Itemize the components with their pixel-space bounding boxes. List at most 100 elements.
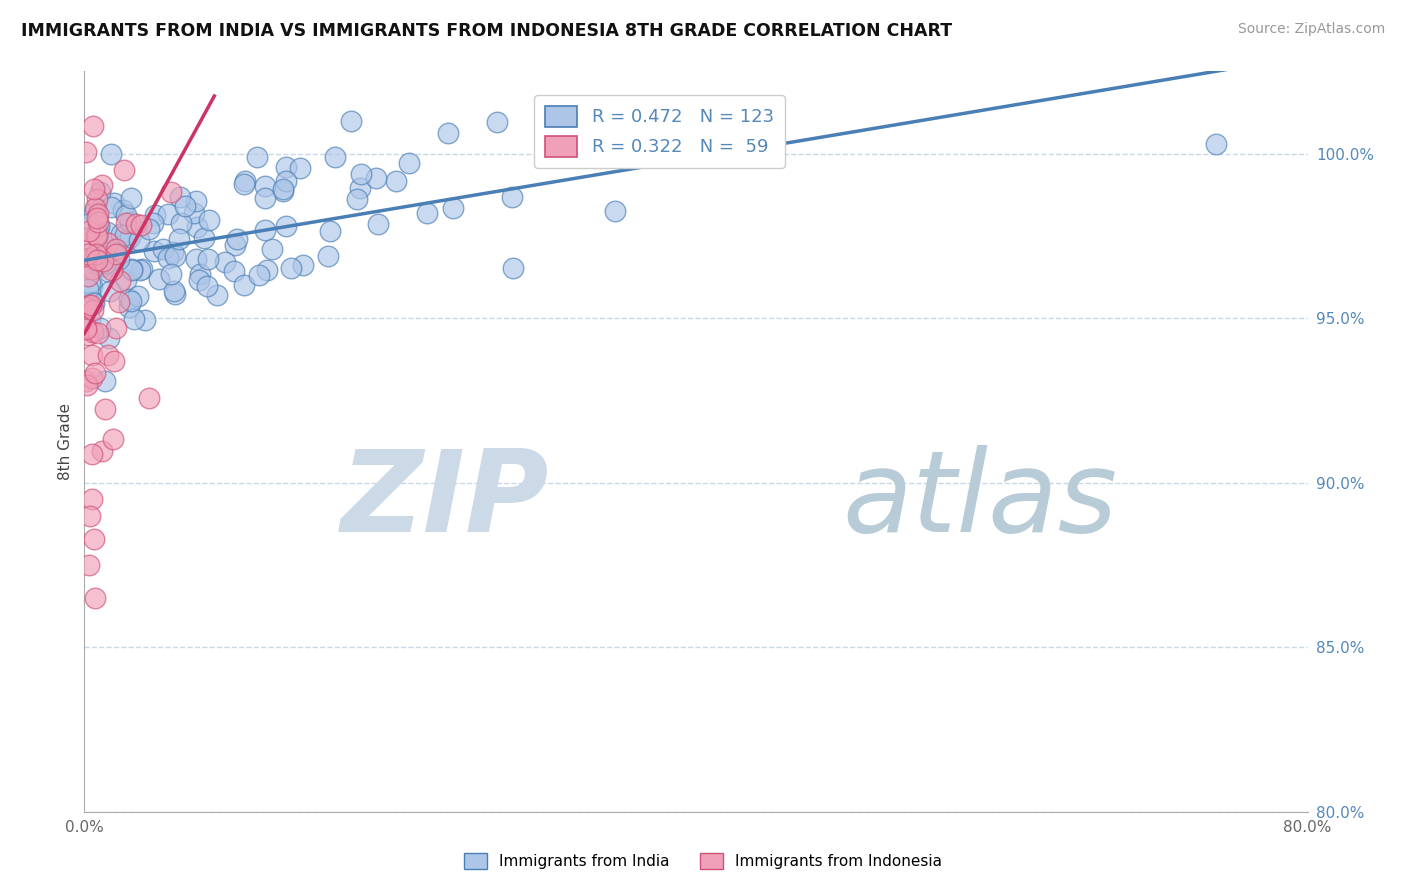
Point — [76, 327, 98, 342]
Point — [75, 231, 97, 245]
Point — [104, 242, 127, 256]
Point — [103, 195, 125, 210]
Point — [271, 184, 294, 198]
Point — [207, 288, 229, 302]
Point — [187, 272, 209, 286]
Point — [79, 311, 101, 326]
Point — [75, 322, 97, 336]
Point — [96, 225, 118, 239]
Point — [79, 508, 101, 523]
Point — [86, 228, 108, 243]
Text: IMMIGRANTS FROM INDIA VS IMMIGRANTS FROM INDONESIA 8TH GRADE CORRELATION CHART: IMMIGRANTS FROM INDIA VS IMMIGRANTS FROM… — [21, 22, 952, 40]
Point — [276, 174, 298, 188]
Point — [129, 262, 152, 277]
Point — [138, 222, 160, 236]
Point — [603, 204, 626, 219]
Point — [188, 267, 211, 281]
Point — [94, 256, 117, 270]
Point — [156, 207, 179, 221]
Point — [346, 192, 368, 206]
Point — [77, 558, 100, 572]
Point — [142, 216, 165, 230]
Point — [226, 232, 249, 246]
Point — [120, 293, 142, 308]
Point — [108, 294, 131, 309]
Point — [256, 263, 278, 277]
Point — [118, 230, 141, 244]
Point — [193, 231, 215, 245]
Point — [233, 278, 256, 293]
Point — [160, 186, 183, 200]
Point — [87, 227, 110, 241]
Point — [80, 298, 103, 312]
Point — [77, 298, 100, 312]
Point — [75, 374, 97, 388]
Point — [112, 202, 135, 217]
Point — [184, 194, 207, 208]
Point — [1205, 136, 1227, 151]
Point — [91, 259, 114, 273]
Point — [118, 301, 141, 315]
Point — [262, 242, 284, 256]
Point — [91, 178, 114, 192]
Point — [80, 492, 103, 507]
Legend: R = 0.472   N = 123, R = 0.322   N =  59: R = 0.472 N = 123, R = 0.322 N = 59 — [534, 95, 785, 168]
Point — [103, 353, 125, 368]
Point — [115, 208, 138, 222]
Y-axis label: 8th Grade: 8th Grade — [58, 403, 73, 480]
Point — [77, 217, 100, 231]
Point — [105, 246, 128, 260]
Point — [86, 211, 108, 225]
Point — [115, 233, 138, 247]
Point — [274, 219, 297, 234]
Point — [247, 268, 270, 282]
Point — [441, 201, 464, 215]
Point — [97, 236, 120, 251]
Point — [79, 276, 101, 290]
Point — [82, 325, 104, 339]
Point — [93, 402, 115, 417]
Point — [80, 278, 103, 293]
Point — [94, 374, 117, 388]
Point — [273, 181, 295, 195]
Point — [84, 202, 107, 216]
Point — [291, 258, 314, 272]
Point — [319, 224, 342, 238]
Point — [101, 262, 124, 277]
Point — [87, 207, 110, 221]
Point — [350, 167, 373, 181]
Point — [127, 289, 149, 303]
Point — [100, 147, 122, 161]
Point — [83, 253, 105, 268]
Point — [79, 251, 101, 265]
Point — [121, 261, 143, 276]
Point — [76, 253, 98, 268]
Point — [82, 294, 104, 309]
Point — [80, 348, 103, 362]
Point — [75, 320, 97, 334]
Point — [142, 244, 165, 258]
Point — [118, 215, 141, 229]
Point — [224, 238, 246, 252]
Point — [398, 156, 420, 170]
Point — [89, 219, 111, 233]
Point — [167, 232, 190, 246]
Point — [162, 244, 184, 259]
Point — [97, 349, 120, 363]
Point — [253, 191, 276, 205]
Point — [160, 267, 183, 281]
Point — [165, 287, 187, 301]
Point — [156, 252, 179, 266]
Point — [83, 182, 105, 196]
Point — [83, 296, 105, 310]
Point — [83, 366, 105, 380]
Text: atlas: atlas — [842, 445, 1118, 557]
Point — [121, 263, 143, 277]
Point — [105, 321, 128, 335]
Point — [183, 206, 205, 220]
Point — [323, 150, 346, 164]
Point — [91, 254, 114, 268]
Point — [224, 264, 246, 278]
Point — [75, 145, 97, 159]
Point — [98, 284, 121, 298]
